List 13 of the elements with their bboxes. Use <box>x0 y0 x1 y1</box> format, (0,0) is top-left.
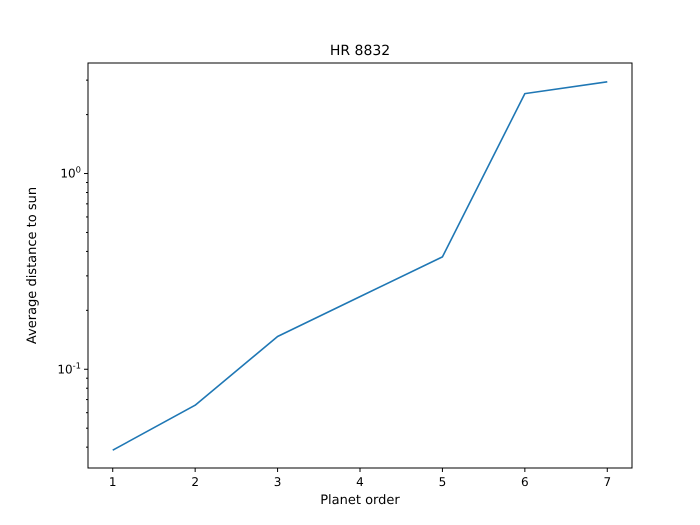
x-tick-label: 3 <box>274 475 282 489</box>
x-tick-label: 7 <box>603 475 612 489</box>
line-series <box>112 81 608 451</box>
x-axis-title: Planet order <box>320 493 400 508</box>
y-tick-label: 10$^{0}$ <box>60 164 81 181</box>
y-tick-label: 10$^{-1}$ <box>57 360 81 376</box>
x-tick-label: 4 <box>356 475 364 489</box>
y-axis-title: Average distance to sun <box>25 186 40 344</box>
x-tick-label: 6 <box>521 475 529 489</box>
x-tick-label: 5 <box>438 475 446 489</box>
x-tick-label: 2 <box>191 475 199 489</box>
chart-title: HR 8832 <box>330 43 390 59</box>
x-tick-label: 1 <box>108 475 117 489</box>
